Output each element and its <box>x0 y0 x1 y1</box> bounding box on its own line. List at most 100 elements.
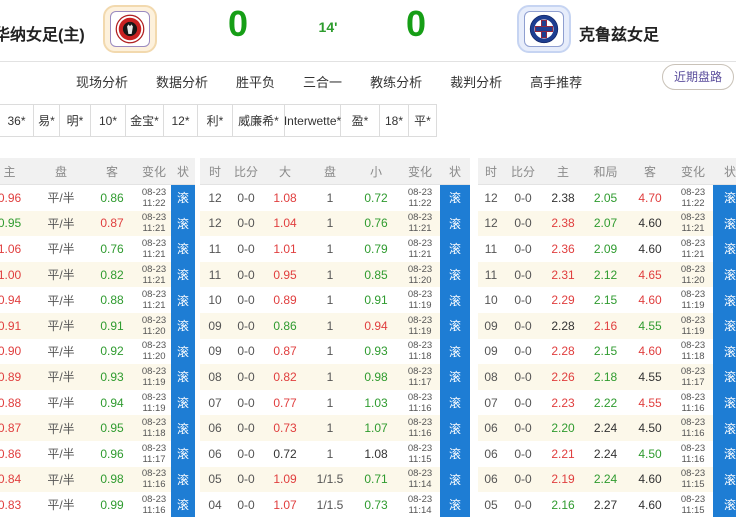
odds-value: 1 <box>326 318 334 333</box>
column-header: 主 <box>556 164 569 179</box>
odds-value: 1.06 <box>0 241 22 256</box>
odds-value: 0.73 <box>364 497 388 512</box>
tab-4[interactable]: 三合一 <box>303 74 343 90</box>
tab-5[interactable]: 教练分析 <box>370 74 423 90</box>
odds-value: 1 <box>326 446 334 461</box>
bookmaker-chip[interactable]: 36* <box>0 105 34 136</box>
tab-7[interactable]: 高手推荐 <box>530 74 583 90</box>
odds-value: 2.07 <box>593 216 618 231</box>
change-timestamp: 08-23 11:22 <box>141 186 167 209</box>
change-timestamp: 08-23 11:18 <box>407 340 433 363</box>
odds-value: 2.23 <box>551 395 575 410</box>
odds-value: 0.94 <box>0 293 22 308</box>
home-team-logo <box>103 5 157 53</box>
odds-value: 05 <box>208 472 222 487</box>
odds-value: 1 <box>326 369 334 384</box>
bookmaker-chip[interactable]: 金宝* <box>126 105 164 136</box>
odds-value: 平/半 <box>47 396 75 411</box>
bookmaker-chip[interactable]: 10* <box>91 105 126 136</box>
bookmaker-chip[interactable]: 威廉希* <box>233 105 285 136</box>
change-timestamp: 08-23 11:15 <box>680 493 706 516</box>
odds-value: 08 <box>484 369 498 384</box>
bookmaker-chip[interactable]: 明* <box>60 105 91 136</box>
change-timestamp: 08-23 11:21 <box>141 237 167 260</box>
recent-trend-button[interactable]: 近期盘路 <box>661 64 734 90</box>
odds-value: 0-0 <box>237 190 255 205</box>
live-status-badge: 滚 <box>171 185 195 211</box>
odds-value: 0.89 <box>0 369 22 384</box>
odds-value: 06 <box>484 472 498 487</box>
change-timestamp: 08-23 11:16 <box>680 391 706 414</box>
odds-value: 0-0 <box>514 318 532 333</box>
odds-value: 0-0 <box>514 421 532 436</box>
away-team-logo <box>517 5 571 53</box>
column-header: 和局 <box>593 164 618 179</box>
live-status-badge: 滚 <box>713 236 736 262</box>
odds-row: 12 0-0 1.08 1 0.72 08-23 11:22 滚 <box>200 185 470 211</box>
odds-value: 4.60 <box>638 497 662 512</box>
odds-value: 0-0 <box>237 318 255 333</box>
handicap-odds-table: 主盘客变化状 0.96 平/半 0.86 08-23 11:22 滚 0.95 平/半 0.87 0… <box>0 158 195 517</box>
odds-value: 0.98 <box>100 472 124 487</box>
odds-value: 1.01 <box>273 241 297 256</box>
change-timestamp: 08-23 11:21 <box>680 237 706 260</box>
odds-value: 2.28 <box>551 318 575 333</box>
live-status-badge: 滚 <box>440 492 470 517</box>
odds-value: 0.93 <box>364 344 388 359</box>
match-minute: 14' <box>318 19 338 35</box>
live-status-badge: 滚 <box>171 261 195 288</box>
column-header: 变化 <box>680 164 705 179</box>
bookmaker-chip[interactable]: Interwette* <box>284 105 341 136</box>
bookmaker-chip[interactable]: 易* <box>34 105 60 136</box>
odds-value: 06 <box>484 421 498 436</box>
odds-value: 4.60 <box>638 241 662 256</box>
change-timestamp: 08-23 11:15 <box>407 442 433 465</box>
odds-value: 0.72 <box>273 446 297 461</box>
tab-6[interactable]: 裁判分析 <box>450 74 503 90</box>
odds-value: 09 <box>484 318 498 333</box>
home-score: 0 <box>227 3 249 44</box>
odds-value: 2.27 <box>593 497 618 512</box>
odds-value: 0-0 <box>237 497 255 512</box>
home-team-name: 华纳女足(主) <box>0 27 85 44</box>
change-timestamp: 08-23 11:19 <box>141 391 167 414</box>
odds-row: 08 0-0 0.82 1 0.98 08-23 11:17 滚 <box>200 364 470 390</box>
bookmaker-chip[interactable]: 盈* <box>341 105 380 136</box>
bookmaker-chip[interactable]: 12* <box>164 105 198 136</box>
odds-value: 4.60 <box>638 472 662 487</box>
odds-value: 1.08 <box>364 446 388 461</box>
odds-value: 4.70 <box>638 190 662 205</box>
table-header-row: 时比分 主 和局 客 变化 状 <box>478 158 736 185</box>
odds-value: 0-0 <box>237 421 255 436</box>
odds-value: 0-0 <box>237 267 255 282</box>
odds-value: 0.87 <box>273 344 297 359</box>
live-status-badge: 滚 <box>713 312 736 339</box>
change-timestamp: 08-23 11:19 <box>680 314 706 337</box>
odds-value: 06 <box>208 421 222 436</box>
column-header: 状 <box>176 164 189 179</box>
odds-row: 0.91 平/半 0.91 08-23 11:20 滚 <box>0 312 195 339</box>
odds-value: 4.60 <box>638 344 662 359</box>
odds-value: 1.03 <box>364 395 388 410</box>
tab-2[interactable]: 数据分析 <box>156 74 209 90</box>
odds-row: 05 0-0 1.09 1/1.5 0.71 08-23 11:14 滚 <box>200 466 470 493</box>
tab-3[interactable]: 胜平负 <box>236 74 276 90</box>
change-timestamp: 08-23 11:20 <box>141 314 167 337</box>
tab-1[interactable]: 现场分析 <box>76 74 129 90</box>
bookmaker-chip[interactable]: 18* <box>380 105 409 136</box>
odds-value: 0.94 <box>100 395 124 410</box>
odds-value: 0.83 <box>0 497 22 512</box>
odds-row: 12 0-0 2.38 2.05 4.70 08-23 11:22 滚 <box>478 185 736 211</box>
bookmaker-chip[interactable]: 利* <box>198 105 233 136</box>
column-header: 变化 <box>407 164 432 179</box>
column-header: 大 <box>278 164 291 179</box>
odds-value: 2.12 <box>593 267 618 282</box>
odds-value: 4.55 <box>638 395 662 410</box>
change-timestamp: 08-23 11:17 <box>407 365 433 388</box>
odds-value: 平/半 <box>47 370 75 385</box>
odds-value: 0.82 <box>273 369 297 384</box>
odds-row: 07 0-0 2.23 2.22 4.55 08-23 11:16 滚 <box>478 389 736 416</box>
odds-value: 平/半 <box>47 472 75 487</box>
bookmaker-chip[interactable]: 平* <box>409 105 437 136</box>
odds-value: 0-0 <box>514 344 532 359</box>
